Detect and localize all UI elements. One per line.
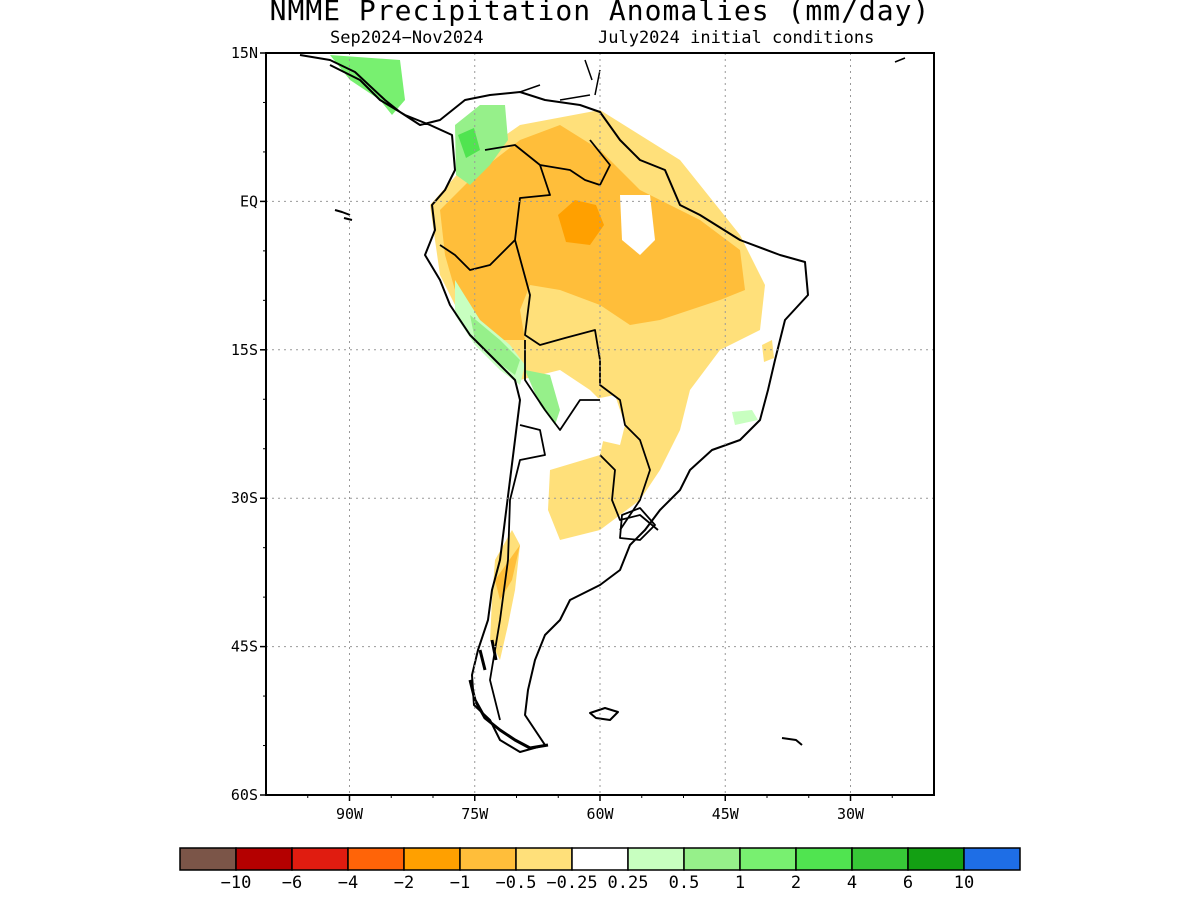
colorbar-label: −1	[450, 873, 470, 893]
anomaly-region-dark-orange	[558, 200, 604, 245]
colorbar-swatch	[795, 847, 853, 871]
colorbar-label: −2	[394, 873, 414, 893]
galapagos-islands	[334, 209, 353, 221]
colorbar-label: 0.25	[608, 873, 649, 893]
caribbean-islands	[519, 57, 906, 101]
colorbar-label: −0.25	[546, 873, 597, 893]
season-label: Sep2024−Nov2024	[330, 28, 484, 48]
colorbar-label: −4	[338, 873, 358, 893]
lat-tick-label: EQ	[240, 192, 258, 210]
map-grid	[266, 53, 934, 795]
colorbar-swatch	[627, 847, 685, 871]
colorbar-swatch	[347, 847, 405, 871]
falkland-islands	[589, 707, 619, 721]
colorbar-label: 10	[954, 873, 974, 893]
colorbar-swatch	[851, 847, 909, 871]
coastline	[299, 54, 906, 753]
colorbar-swatch	[459, 847, 517, 871]
colorbar-label: 1	[735, 873, 745, 893]
lon-tick-label: 75W	[461, 805, 489, 823]
anomaly-region-light-yellow-east	[762, 340, 774, 362]
colorbar-swatch	[739, 847, 797, 871]
map-title: NMME Precipitation Anomalies (mm/day)	[269, 0, 931, 27]
axis-ticks: 15N EQ 15S 30S 45S 60S 90W 75W 60W 45W 30W	[231, 44, 893, 823]
colorbar-label: −6	[282, 873, 302, 893]
colorbar-swatch	[179, 847, 237, 871]
anomaly-shading	[330, 55, 774, 660]
colorbar-swatch	[907, 847, 965, 871]
anomaly-region-orange-sierra	[495, 545, 520, 600]
lon-tick-label: 30W	[837, 805, 865, 823]
uruguay-border	[619, 507, 656, 541]
colorbar-swatch	[963, 847, 1021, 871]
colorbar-swatch	[683, 847, 741, 871]
lat-tick-label: 30S	[231, 489, 258, 507]
no-signal-region-north	[620, 195, 655, 255]
anomaly-region-light-yellow-south	[490, 530, 520, 660]
no-signal-region	[586, 395, 625, 445]
lon-tick-label: 90W	[336, 805, 364, 823]
colorbar: −10 −6 −4 −2 −1 −0.5 −0.25 0.25 0.5 1 2 4 6 10	[179, 847, 1021, 893]
initial-conditions-label: July2024 initial conditions	[598, 28, 875, 48]
anomaly-region-green-colombia	[455, 105, 508, 185]
lat-tick-label: 45S	[231, 638, 258, 656]
lat-tick-label: 15N	[231, 44, 258, 62]
colorbar-label: −10	[221, 873, 252, 893]
lon-tick-label: 45W	[712, 805, 740, 823]
anomaly-region-green-brazil-coast	[732, 410, 758, 425]
lat-tick-label: 15S	[231, 341, 258, 359]
colorbar-label: −0.5	[496, 873, 537, 893]
colorbar-swatch	[403, 847, 461, 871]
south-america-coastline	[299, 54, 809, 753]
tierra-del-fuego	[468, 639, 549, 750]
lon-tick-label: 60W	[586, 805, 614, 823]
anomaly-region-green-andes	[470, 315, 520, 375]
anomaly-region-green-bolivia	[525, 370, 560, 425]
colorbar-label: 2	[791, 873, 801, 893]
lat-tick-label: 60S	[231, 786, 258, 804]
colorbar-swatch	[571, 847, 629, 871]
colorbar-label: 4	[847, 873, 857, 893]
colorbar-label: 6	[903, 873, 913, 893]
south-georgia	[781, 737, 803, 746]
colorbar-swatch	[291, 847, 349, 871]
colorbar-swatch	[235, 847, 293, 871]
colorbar-label: 0.5	[669, 873, 700, 893]
colorbar-swatch	[515, 847, 573, 871]
